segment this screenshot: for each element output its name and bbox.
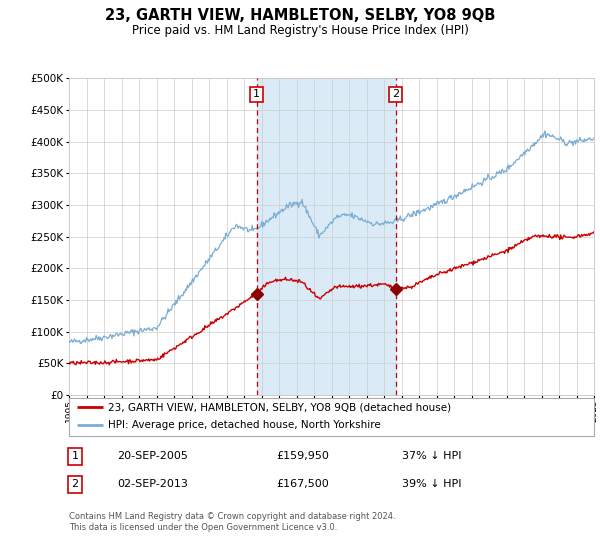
Text: 1: 1 (71, 451, 79, 461)
Text: £167,500: £167,500 (276, 479, 329, 489)
Text: 20-SEP-2005: 20-SEP-2005 (117, 451, 188, 461)
Text: 2: 2 (71, 479, 79, 489)
Bar (257, 78, 396, 395)
Text: Contains HM Land Registry data © Crown copyright and database right 2024.
This d: Contains HM Land Registry data © Crown c… (69, 512, 395, 532)
Text: Price paid vs. HM Land Registry's House Price Index (HPI): Price paid vs. HM Land Registry's House … (131, 24, 469, 37)
Text: 39% ↓ HPI: 39% ↓ HPI (402, 479, 461, 489)
Text: 23, GARTH VIEW, HAMBLETON, SELBY, YO8 9QB: 23, GARTH VIEW, HAMBLETON, SELBY, YO8 9Q… (105, 8, 495, 24)
Text: 23, GARTH VIEW, HAMBLETON, SELBY, YO8 9QB (detached house): 23, GARTH VIEW, HAMBLETON, SELBY, YO8 9Q… (109, 402, 452, 412)
Text: 37% ↓ HPI: 37% ↓ HPI (402, 451, 461, 461)
Text: 1: 1 (253, 90, 260, 100)
Text: HPI: Average price, detached house, North Yorkshire: HPI: Average price, detached house, Nort… (109, 420, 381, 430)
Text: 02-SEP-2013: 02-SEP-2013 (117, 479, 188, 489)
Text: £159,950: £159,950 (276, 451, 329, 461)
Text: 2: 2 (392, 90, 399, 100)
